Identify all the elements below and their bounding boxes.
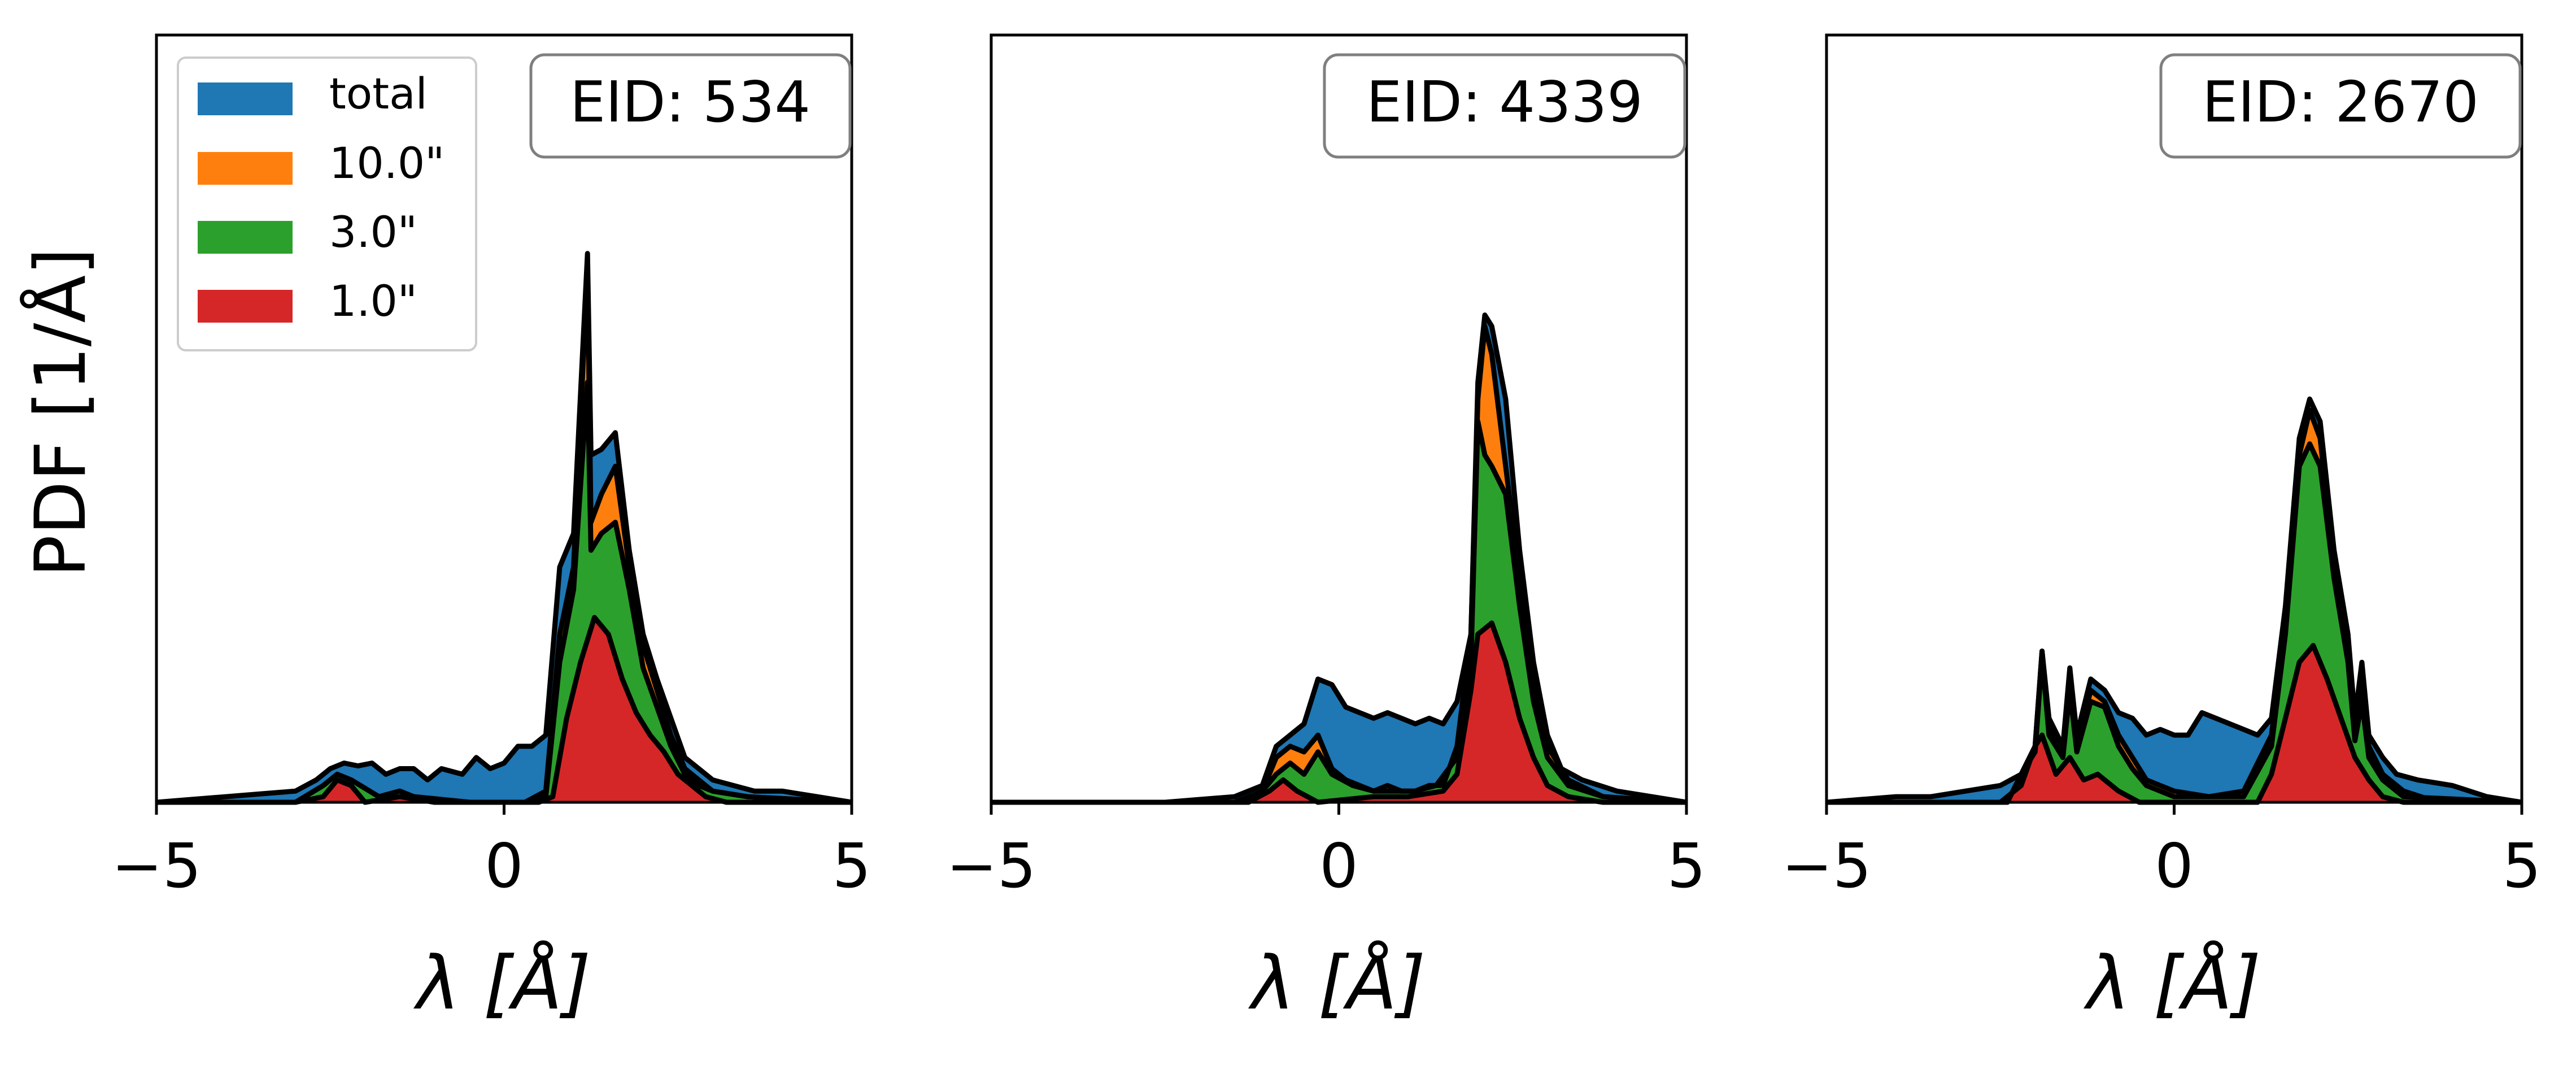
x-tick-label: 5 xyxy=(1667,831,1706,902)
panel-eid-4339: −5 0 5 λ [Å] EID: 4339 xyxy=(946,33,1706,1026)
x-tick-label: −5 xyxy=(946,831,1036,902)
panel-eid-534: −5 0 5 λ [Å] EID: 534 total 10.0" 3.0" 1.0… xyxy=(111,33,871,1026)
legend-label-1: 1.0" xyxy=(329,276,417,326)
area-total xyxy=(1827,399,2522,802)
annotation-eid: EID: 2670 xyxy=(2202,69,2479,135)
outline-30 xyxy=(1827,441,2522,805)
y-axis-label: PDF [1/Å] xyxy=(19,247,102,577)
x-tick-label: −5 xyxy=(1781,831,1871,902)
outline-30 xyxy=(156,380,852,805)
x-ticks: −5 0 5 xyxy=(111,802,871,902)
annotation-eid: EID: 534 xyxy=(570,69,810,135)
x-axis-label: λ [Å] xyxy=(413,940,591,1026)
x-tick-label: 0 xyxy=(2155,831,2194,902)
panel-eid-2670: −5 0 5 λ [Å] EID: 2670 xyxy=(1781,33,2541,1026)
annotation-box xyxy=(2159,53,2522,159)
area-series-group xyxy=(1827,399,2522,802)
area-30 xyxy=(156,382,852,802)
x-axis-label: λ [Å] xyxy=(1248,940,1426,1026)
legend: total 10.0" 3.0" 1.0" xyxy=(177,56,477,351)
legend-swatch-3 xyxy=(198,221,293,254)
annotation-box xyxy=(529,53,852,159)
area-total xyxy=(991,315,1686,802)
x-tick-label: −5 xyxy=(111,831,201,902)
area-30 xyxy=(1827,444,2522,802)
area-10 xyxy=(1827,645,2522,802)
area-series-group xyxy=(991,315,1686,802)
x-tick-label: 5 xyxy=(832,831,871,902)
legend-label-total: total xyxy=(329,68,428,119)
outline-30 xyxy=(991,419,1687,805)
outline-series-group xyxy=(991,312,1687,805)
x-tick-label: 0 xyxy=(485,831,524,902)
legend-swatch-1 xyxy=(198,290,293,323)
legend-label-10: 10.0" xyxy=(329,138,444,188)
x-tick-label: 5 xyxy=(2503,831,2542,902)
x-axis-label: λ [Å] xyxy=(2084,940,2261,1026)
legend-box xyxy=(177,56,477,351)
x-ticks: −5 0 5 xyxy=(1781,802,2541,902)
annotation-eid: EID: 4339 xyxy=(1366,69,1643,135)
x-tick-label: 0 xyxy=(1319,831,1358,902)
area-10 xyxy=(991,623,1686,802)
outline-10 xyxy=(991,620,1686,805)
x-ticks: −5 0 5 xyxy=(946,802,1706,902)
annotation-box xyxy=(1323,53,1686,159)
outline-total xyxy=(156,251,852,805)
legend-label-3: 3.0" xyxy=(329,207,417,257)
legend-swatch-total xyxy=(198,82,293,115)
outline-series-group xyxy=(156,251,852,805)
legend-swatch-10 xyxy=(198,152,293,185)
outline-10 xyxy=(156,615,852,805)
